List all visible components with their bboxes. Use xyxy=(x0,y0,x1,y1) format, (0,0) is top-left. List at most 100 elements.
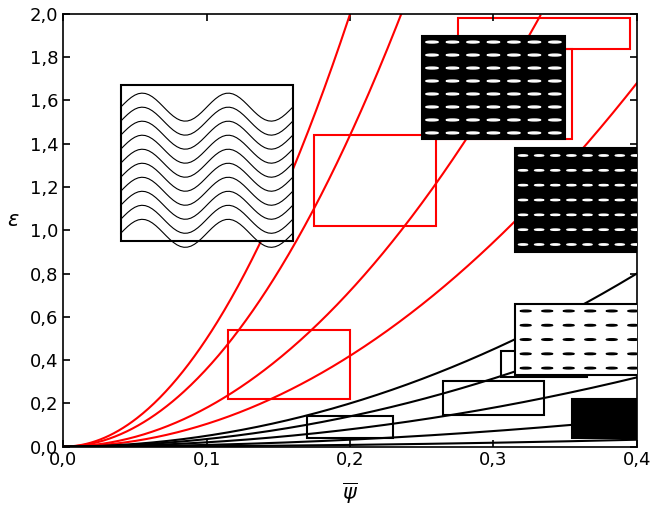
Circle shape xyxy=(467,54,479,56)
Circle shape xyxy=(606,353,617,354)
Circle shape xyxy=(549,93,561,95)
Circle shape xyxy=(467,119,479,121)
Circle shape xyxy=(563,367,574,369)
Circle shape xyxy=(508,41,520,43)
Circle shape xyxy=(520,339,531,340)
Circle shape xyxy=(549,119,561,121)
Circle shape xyxy=(551,244,560,245)
Circle shape xyxy=(519,229,528,230)
Y-axis label: $\varepsilon$: $\varepsilon$ xyxy=(7,210,20,230)
Circle shape xyxy=(628,310,639,312)
Circle shape xyxy=(528,132,541,134)
Circle shape xyxy=(488,54,499,56)
Circle shape xyxy=(535,214,544,215)
Circle shape xyxy=(549,80,561,82)
Circle shape xyxy=(488,67,499,69)
Circle shape xyxy=(549,41,561,43)
Circle shape xyxy=(528,41,541,43)
Bar xyxy=(515,304,644,375)
Circle shape xyxy=(467,132,479,134)
Circle shape xyxy=(508,119,520,121)
Circle shape xyxy=(606,324,617,326)
Circle shape xyxy=(535,244,544,245)
Circle shape xyxy=(606,339,617,340)
Circle shape xyxy=(426,67,438,69)
Bar xyxy=(515,148,644,252)
Circle shape xyxy=(446,119,459,121)
Circle shape xyxy=(567,214,576,215)
Circle shape xyxy=(615,170,624,171)
Circle shape xyxy=(446,67,459,69)
Bar xyxy=(436,49,572,140)
Circle shape xyxy=(585,353,595,354)
Circle shape xyxy=(551,185,560,186)
X-axis label: $\overline{\psi}$: $\overline{\psi}$ xyxy=(342,481,358,506)
Circle shape xyxy=(519,214,528,215)
Circle shape xyxy=(606,367,617,369)
Circle shape xyxy=(632,170,640,171)
Circle shape xyxy=(632,214,640,215)
Circle shape xyxy=(519,185,528,186)
Circle shape xyxy=(567,185,576,186)
Circle shape xyxy=(551,155,560,156)
Circle shape xyxy=(599,244,608,245)
Circle shape xyxy=(426,80,438,82)
Bar xyxy=(422,35,565,140)
Circle shape xyxy=(563,310,574,312)
Bar xyxy=(228,330,350,399)
Circle shape xyxy=(535,229,544,230)
Circle shape xyxy=(528,67,541,69)
Circle shape xyxy=(615,229,624,230)
Circle shape xyxy=(528,93,541,95)
Circle shape xyxy=(520,310,531,312)
Circle shape xyxy=(585,310,595,312)
Circle shape xyxy=(426,41,438,43)
Circle shape xyxy=(519,200,528,201)
Circle shape xyxy=(488,80,499,82)
Circle shape xyxy=(563,353,574,354)
Circle shape xyxy=(508,132,520,134)
Circle shape xyxy=(467,80,479,82)
Circle shape xyxy=(519,244,528,245)
Bar xyxy=(515,148,644,252)
Circle shape xyxy=(542,353,553,354)
Circle shape xyxy=(599,170,608,171)
Circle shape xyxy=(549,132,561,134)
Bar xyxy=(443,381,544,415)
Circle shape xyxy=(549,106,561,108)
Bar xyxy=(501,351,587,378)
Circle shape xyxy=(446,80,459,82)
Circle shape xyxy=(628,324,639,326)
Bar xyxy=(307,417,393,438)
Circle shape xyxy=(542,324,553,326)
Circle shape xyxy=(508,93,520,95)
Circle shape xyxy=(535,200,544,201)
Circle shape xyxy=(551,229,560,230)
Circle shape xyxy=(528,80,541,82)
Circle shape xyxy=(446,54,459,56)
Circle shape xyxy=(446,132,459,134)
Circle shape xyxy=(567,155,576,156)
Circle shape xyxy=(567,170,576,171)
Circle shape xyxy=(508,106,520,108)
Bar xyxy=(572,399,637,438)
Circle shape xyxy=(615,244,624,245)
Circle shape xyxy=(488,132,499,134)
Circle shape xyxy=(520,367,531,369)
Circle shape xyxy=(583,200,592,201)
Circle shape xyxy=(542,339,553,340)
Circle shape xyxy=(563,324,574,326)
Circle shape xyxy=(467,41,479,43)
Circle shape xyxy=(585,324,595,326)
Circle shape xyxy=(585,367,595,369)
Circle shape xyxy=(599,200,608,201)
Circle shape xyxy=(549,67,561,69)
Bar xyxy=(572,399,637,438)
Circle shape xyxy=(535,170,544,171)
Circle shape xyxy=(508,80,520,82)
Circle shape xyxy=(520,324,531,326)
Circle shape xyxy=(426,93,438,95)
Circle shape xyxy=(583,170,592,171)
Circle shape xyxy=(520,353,531,354)
Circle shape xyxy=(632,229,640,230)
